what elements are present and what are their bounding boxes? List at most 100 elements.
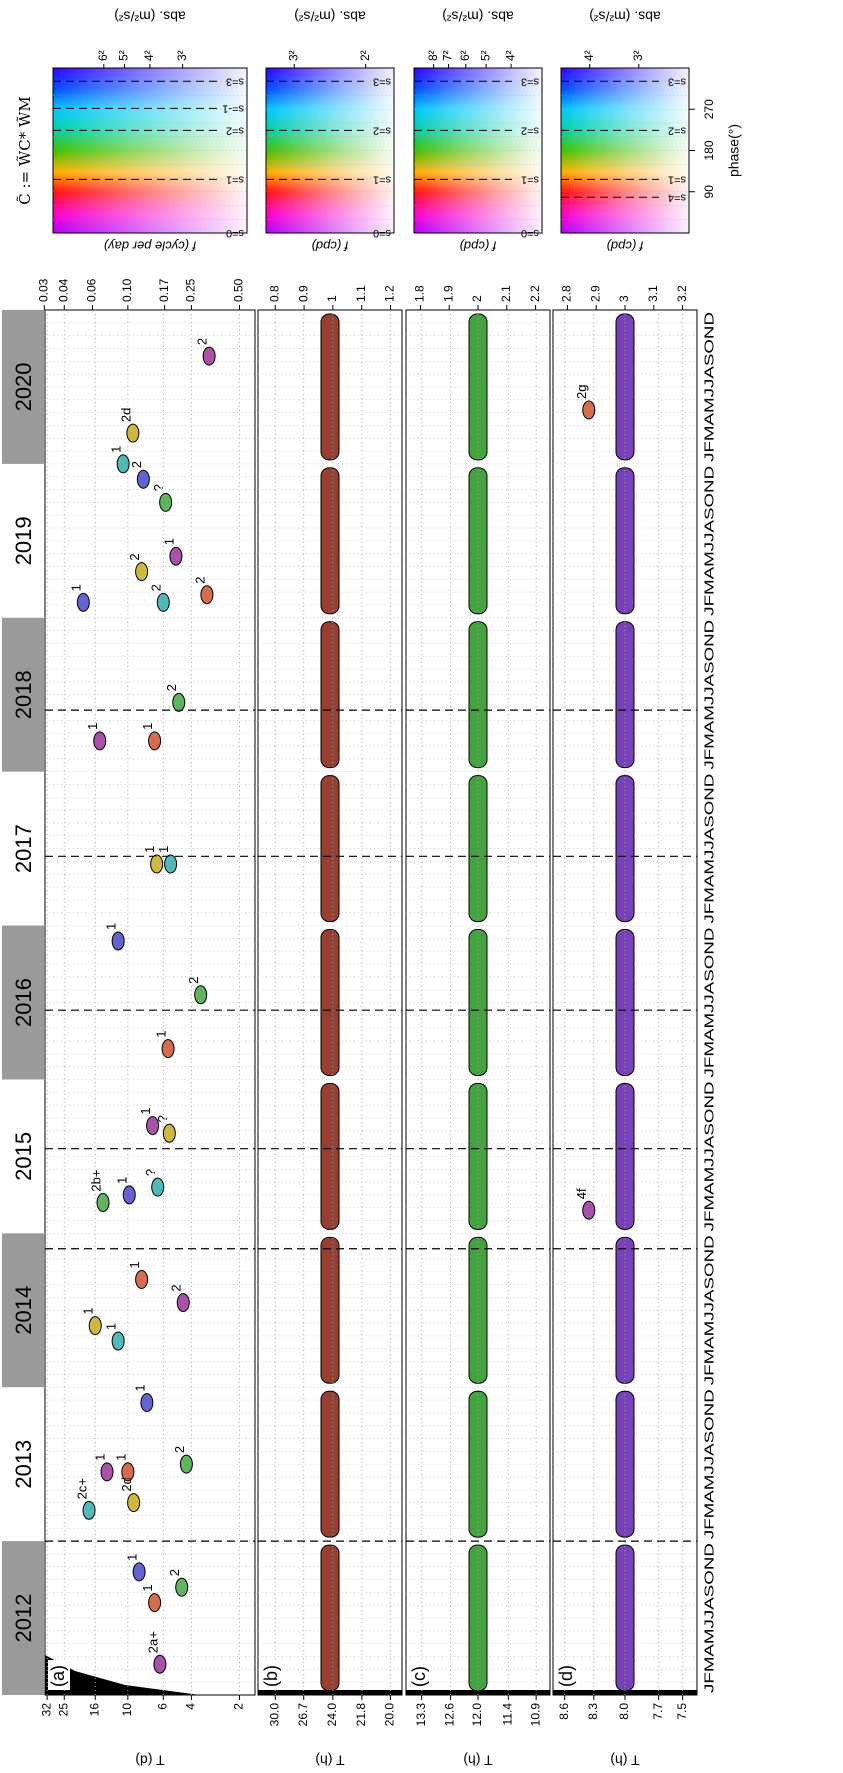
y-tick-label: 6 bbox=[155, 1703, 169, 1710]
abs-tick-label: 5² bbox=[478, 50, 492, 61]
annotation: 1 bbox=[142, 846, 157, 853]
y-tick-label: 8.6 bbox=[557, 1703, 571, 1720]
abs-tick-label: 3² bbox=[631, 50, 645, 61]
month-labels: JFMAMJJASOND bbox=[701, 1389, 716, 1539]
y2-tick-label: 0.03 bbox=[36, 278, 50, 302]
y2-tick-label: 3 bbox=[617, 295, 631, 302]
month-labels: JFMAMJJASOND bbox=[701, 1081, 716, 1231]
feature-blob bbox=[117, 455, 129, 473]
feature-blob bbox=[133, 1563, 145, 1581]
feature-blob bbox=[195, 986, 207, 1004]
feature-blob bbox=[136, 1271, 148, 1289]
y2-tick-label: 1.9 bbox=[441, 285, 455, 302]
mode-label: s=2 bbox=[226, 124, 244, 136]
mode-label: s=3 bbox=[373, 75, 391, 87]
annotation: 4f bbox=[574, 1188, 589, 1199]
y2-axis-title: f (cycle per day) bbox=[104, 239, 196, 254]
abs-tick-label: 4² bbox=[503, 50, 517, 61]
feature-blob bbox=[203, 347, 215, 365]
feature-blob bbox=[147, 1117, 159, 1135]
annotation: 2 bbox=[127, 553, 142, 560]
y2-tick-label: 0.50 bbox=[232, 278, 246, 302]
y2-tick-label: 2.1 bbox=[499, 285, 513, 302]
y2-tick-label: 1 bbox=[325, 295, 339, 302]
y2-tick-label: 2.2 bbox=[528, 285, 542, 302]
y-tick-label: 7.5 bbox=[675, 1703, 689, 1720]
mode-label: s=2 bbox=[373, 124, 391, 136]
mode-label: s=1 bbox=[226, 173, 244, 185]
annotation: 2 bbox=[164, 684, 179, 691]
abs-axis-title: abs. (m²/s²) bbox=[294, 8, 366, 24]
y-tick-label: 10.9 bbox=[528, 1703, 542, 1727]
mode-label: s=0 bbox=[373, 227, 391, 239]
abs-tick-label: 3² bbox=[175, 50, 189, 61]
mode-label: s=2 bbox=[668, 124, 686, 136]
phase-tick-label: 270 bbox=[702, 99, 716, 119]
annotation: 2 bbox=[192, 576, 207, 583]
y2-tick-label: 0.8 bbox=[267, 285, 281, 302]
month-labels: JFMAMJJASOND bbox=[701, 1235, 716, 1385]
feature-blob bbox=[177, 1294, 189, 1312]
month-labels: JFMAMJJASOND bbox=[701, 312, 716, 462]
feature-blob bbox=[112, 1332, 124, 1350]
tidal-band bbox=[616, 468, 634, 614]
y2-axis-title: f (cpd) bbox=[460, 239, 497, 254]
feature-blob bbox=[141, 1394, 153, 1412]
annotation: 2 bbox=[149, 584, 164, 591]
feature-blob bbox=[83, 1501, 95, 1519]
tidal-band bbox=[616, 776, 634, 922]
phase-axis-title: phase(°) bbox=[726, 124, 742, 177]
year-label: 2018 bbox=[11, 670, 36, 719]
y2-tick-label: 1.2 bbox=[383, 285, 397, 302]
y-tick-label: 26.7 bbox=[296, 1703, 310, 1727]
feature-blob bbox=[137, 470, 149, 488]
abs-tick-label: 3² bbox=[286, 50, 300, 61]
abs-tick-label: 8² bbox=[426, 50, 440, 61]
y2-tick-label: 1.8 bbox=[413, 285, 427, 302]
y-tick-label: 4 bbox=[184, 1703, 198, 1710]
y-tick-label: 20.0 bbox=[383, 1703, 397, 1727]
mode-label: s=1 bbox=[373, 173, 391, 185]
feature-blob bbox=[170, 547, 182, 565]
feature-blob bbox=[94, 732, 106, 750]
y-tick-label: 2 bbox=[232, 1703, 246, 1710]
feature-blob bbox=[152, 1178, 164, 1196]
y-tick-label: 32 bbox=[39, 1703, 53, 1717]
y-tick-label: 25 bbox=[56, 1703, 70, 1717]
y2-tick-label: 0.06 bbox=[85, 278, 99, 302]
mode-label: s=2 bbox=[521, 124, 539, 136]
annotation: 1 bbox=[140, 723, 155, 730]
tidal-band bbox=[321, 776, 339, 922]
abs-tick-label: 6² bbox=[96, 50, 110, 61]
abs-axis-title: abs. (m²/s²) bbox=[589, 8, 661, 24]
feature-blob bbox=[163, 1124, 175, 1142]
y-tick-label: 7.7 bbox=[651, 1703, 665, 1720]
annotation: 1 bbox=[69, 584, 84, 591]
mode-label: s=1 bbox=[521, 173, 539, 185]
feature-blob bbox=[151, 855, 163, 873]
abs-tick-label: 5² bbox=[117, 50, 131, 61]
month-labels: JFMAMJJASOND bbox=[701, 620, 716, 770]
feature-blob bbox=[97, 1194, 109, 1212]
page: 201220132014201520162017201820192020JFMA… bbox=[0, 0, 843, 1773]
colorbar-title: C̃ := W̃C* W̃M bbox=[16, 96, 34, 205]
tidal-band bbox=[321, 1391, 339, 1537]
y-tick-label: 16 bbox=[87, 1703, 101, 1717]
y2-tick-label: 3.2 bbox=[675, 285, 689, 302]
year-label: 2012 bbox=[11, 1594, 36, 1643]
annotation: 1 bbox=[115, 1177, 130, 1184]
feature-blob bbox=[122, 1463, 134, 1481]
annotation: 1 bbox=[109, 446, 124, 453]
mode-label: s=3 bbox=[521, 75, 539, 87]
annotation: 1 bbox=[104, 1323, 119, 1330]
feature-blob bbox=[180, 1455, 192, 1473]
mode-label: s=0 bbox=[521, 227, 539, 239]
feature-blob bbox=[583, 401, 595, 419]
month-labels: JFMAMJJASOND bbox=[701, 1543, 716, 1693]
y2-tick-label: 2.8 bbox=[560, 285, 574, 302]
tidal-band bbox=[616, 1391, 634, 1537]
y2-tick-label: 0.9 bbox=[296, 285, 310, 302]
y-tick-label: 13.3 bbox=[414, 1703, 428, 1727]
y2-tick-label: 2.9 bbox=[588, 285, 602, 302]
abs-axis-title: abs. (m²/s²) bbox=[442, 8, 514, 24]
